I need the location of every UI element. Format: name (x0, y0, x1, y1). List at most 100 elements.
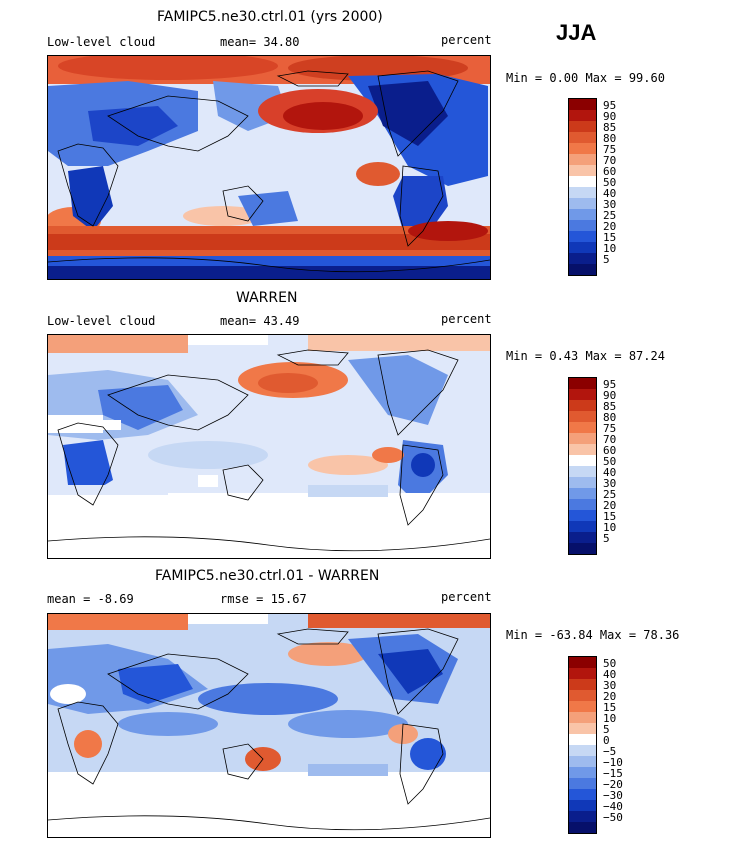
color-swatch (569, 389, 596, 400)
colorbar-tick-label: 40 (603, 187, 617, 200)
color-swatch (569, 466, 596, 477)
color-swatch (569, 176, 596, 187)
color-swatch (569, 198, 596, 209)
color-swatch (569, 701, 596, 712)
color-swatch (569, 723, 596, 734)
color-swatch (569, 767, 596, 778)
panel-3-map (47, 613, 491, 838)
colorbar-tick-label: 20 (603, 690, 617, 703)
color-swatch (569, 400, 596, 411)
colorbar-tick-label: 15 (603, 231, 617, 244)
colorbar-tick-label: 50 (603, 455, 617, 468)
colorbar-tick-label: 20 (603, 220, 617, 233)
season-label: JJA (556, 20, 597, 45)
panel-1-colorbar (568, 98, 597, 276)
color-swatch (569, 756, 596, 767)
colorbar-tick-label: 40 (603, 466, 617, 479)
colorbar-tick-label: 10 (603, 521, 617, 534)
colorbar-tick-label: 10 (603, 242, 617, 255)
color-swatch (569, 121, 596, 132)
colorbar-tick-label: 95 (603, 378, 617, 391)
color-swatch (569, 455, 596, 466)
panel-3-mean-label: mean = -8.69 (47, 592, 134, 606)
panel-2-minmax: Min = 0.43 Max = 87.24 (506, 349, 665, 363)
color-swatch (569, 811, 596, 822)
colorbar-tick-label: 25 (603, 488, 617, 501)
color-swatch (569, 778, 596, 789)
colorbar-tick-label: 85 (603, 400, 617, 413)
colorbar-tick-label: 0 (603, 734, 610, 747)
colorbar-tick-label: 25 (603, 209, 617, 222)
colorbar-tick-label: 90 (603, 389, 617, 402)
colorbar-tick-label: 70 (603, 154, 617, 167)
color-swatch (569, 800, 596, 811)
panel-3-rmse-label: rmse = 15.67 (220, 592, 307, 606)
colorbar-tick-label: 15 (603, 510, 617, 523)
colorbar-tick-label: 50 (603, 657, 617, 670)
color-swatch (569, 789, 596, 800)
colorbar-tick-label: 80 (603, 411, 617, 424)
panel-2-colorbar (568, 377, 597, 555)
color-swatch (569, 99, 596, 110)
colorbar-tick-label: −50 (603, 811, 623, 824)
color-swatch (569, 444, 596, 455)
color-swatch (569, 242, 596, 253)
panel-2-title: WARREN (236, 290, 298, 306)
colorbar-tick-label: 20 (603, 499, 617, 512)
panel-1-units-label: percent (441, 33, 492, 47)
colorbar-tick-label: −30 (603, 789, 623, 802)
colorbar-tick-label: 30 (603, 679, 617, 692)
colorbar-tick-label: −40 (603, 800, 623, 813)
color-swatch (569, 165, 596, 176)
color-swatch (569, 712, 596, 723)
colorbar-tick-label: 80 (603, 132, 617, 145)
panel-2-mean-label: mean= 43.49 (220, 314, 300, 328)
color-swatch (569, 110, 596, 121)
color-swatch (569, 521, 596, 532)
panel-2-map (47, 334, 491, 559)
panel-1-variable-label: Low-level cloud (47, 35, 156, 49)
panel-3-minmax: Min = -63.84 Max = 78.36 (506, 628, 680, 642)
color-swatch (569, 690, 596, 701)
panel-2-units-label: percent (441, 312, 492, 326)
colorbar-tick-label: 5 (603, 253, 610, 266)
panel-1-mean-label: mean= 34.80 (220, 35, 300, 49)
colorbar-tick-label: 60 (603, 165, 617, 178)
color-swatch (569, 378, 596, 389)
color-swatch (569, 668, 596, 679)
color-swatch (569, 264, 596, 275)
color-swatch (569, 477, 596, 488)
panel-1-map (47, 55, 491, 280)
color-swatch (569, 734, 596, 745)
colorbar-tick-label: −15 (603, 767, 623, 780)
color-swatch (569, 488, 596, 499)
color-swatch (569, 231, 596, 242)
panel-3-title: FAMIPC5.ne30.ctrl.01 - WARREN (155, 568, 380, 584)
colorbar-tick-label: 30 (603, 198, 617, 211)
color-swatch (569, 543, 596, 554)
color-swatch (569, 532, 596, 543)
panel-3-units-label: percent (441, 590, 492, 604)
color-swatch (569, 433, 596, 444)
color-swatch (569, 679, 596, 690)
colorbar-tick-label: 75 (603, 422, 617, 435)
color-swatch (569, 411, 596, 422)
color-swatch (569, 132, 596, 143)
color-swatch (569, 220, 596, 231)
color-swatch (569, 499, 596, 510)
colorbar-tick-label: −5 (603, 745, 617, 758)
panel-1-title: FAMIPC5.ne30.ctrl.01 (yrs 2000) (157, 9, 383, 25)
colorbar-tick-label: 60 (603, 444, 617, 457)
colorbar-tick-label: 95 (603, 99, 617, 112)
colorbar-tick-label: 70 (603, 433, 617, 446)
colorbar-tick-label: 90 (603, 110, 617, 123)
color-swatch (569, 209, 596, 220)
colorbar-tick-label: 50 (603, 176, 617, 189)
color-swatch (569, 422, 596, 433)
color-swatch (569, 510, 596, 521)
colorbar-tick-label: −20 (603, 778, 623, 791)
colorbar-tick-label: 15 (603, 701, 617, 714)
panel-1-minmax: Min = 0.00 Max = 99.60 (506, 71, 665, 85)
panel-3-colorbar (568, 656, 597, 834)
panel-2-variable-label: Low-level cloud (47, 314, 156, 328)
